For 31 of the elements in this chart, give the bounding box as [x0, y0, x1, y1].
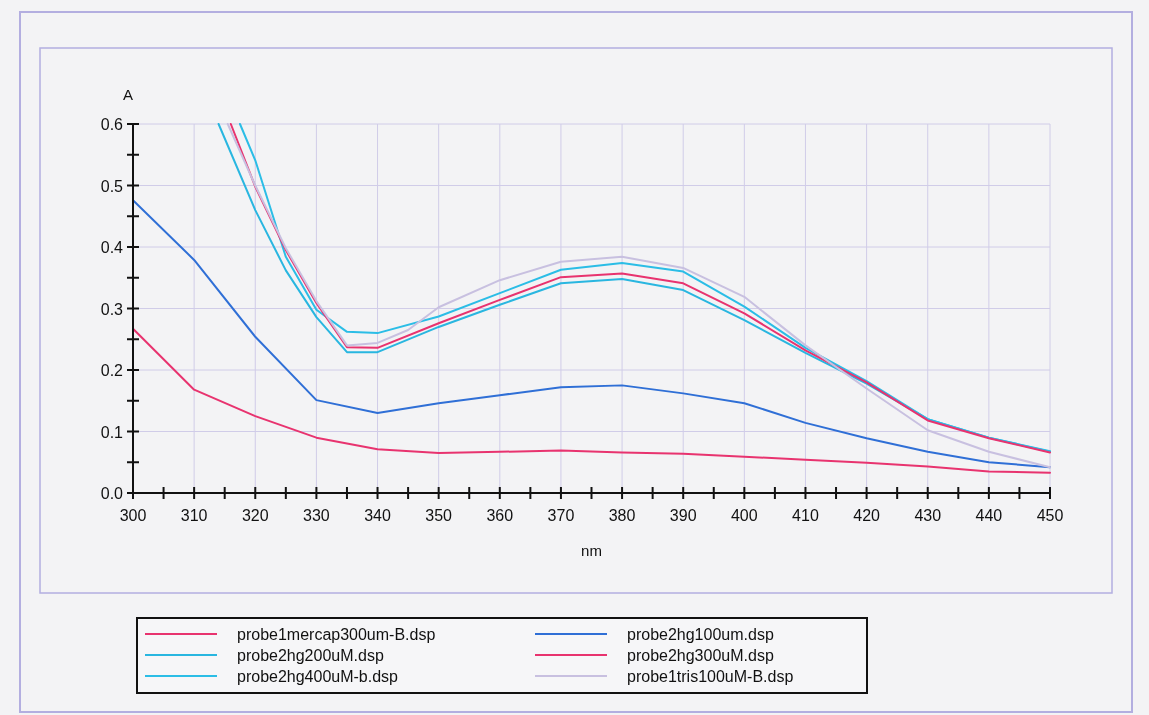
x-tick-label: 330 [303, 507, 330, 524]
y-tick-label: 0.4 [100, 239, 124, 256]
x-tick-label: 420 [853, 507, 881, 524]
x-tick-label: 370 [547, 507, 575, 524]
y-tick-label: 0.2 [100, 362, 124, 379]
legend-label: probe2hg300uM.dsp [627, 647, 774, 664]
x-tick-label: 310 [180, 507, 208, 524]
x-tick-label: 450 [1036, 507, 1064, 524]
x-axis-title: nm [581, 542, 602, 559]
x-tick-label: 300 [119, 507, 147, 524]
y-axis-title: A [122, 86, 134, 103]
y-tick-label: 0.1 [100, 423, 124, 441]
x-tick-label: 390 [669, 507, 697, 524]
y-tick-label: 0.6 [100, 116, 124, 133]
x-tick-label: 380 [608, 507, 636, 524]
y-tick-label: 0.0 [100, 485, 124, 502]
x-tick-label: 410 [792, 507, 819, 524]
x-tick-label: 340 [364, 507, 391, 524]
x-tick-label: 440 [975, 507, 1003, 524]
x-tick-label: 430 [914, 507, 942, 524]
x-tick-label: 400 [730, 507, 758, 524]
legend-label: probe2hg100um.dsp [627, 626, 774, 643]
legend-label: probe2hg200uM.dsp [237, 647, 384, 664]
legend-label: probe2hg400uM-b.dsp [237, 668, 399, 685]
x-tick-label: 350 [425, 507, 453, 524]
legend-label: probe1mercap300um-B.dsp [237, 626, 436, 643]
x-tick-label: 360 [486, 507, 514, 524]
legend-label: probe1tris100uM-B.dsp [627, 668, 794, 685]
x-tick-label: 320 [241, 507, 269, 524]
y-tick-label: 0.5 [100, 177, 124, 195]
y-tick-label: 0.3 [100, 300, 124, 318]
